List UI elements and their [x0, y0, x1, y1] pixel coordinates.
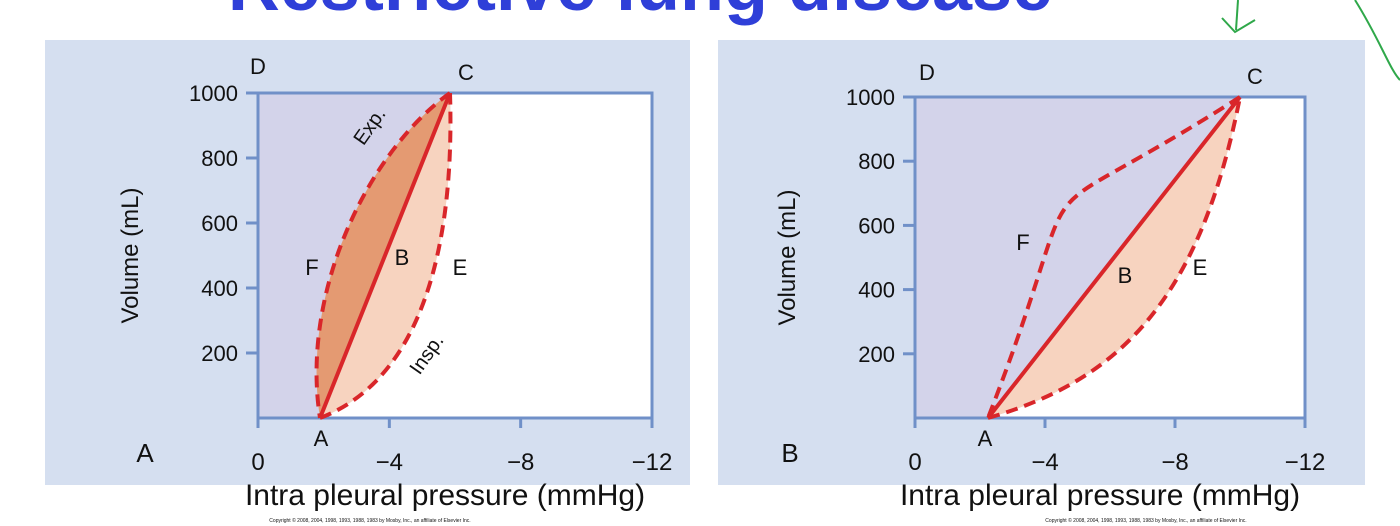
y-tick-label: 600 — [201, 211, 238, 236]
point-label: F — [1016, 230, 1029, 255]
expiration-curve — [314, 91, 452, 419]
point-label: C — [1247, 64, 1263, 89]
y-tick-label: 600 — [858, 213, 895, 238]
handwriting — [1221, 17, 1256, 34]
y-tick-label: 400 — [201, 276, 238, 301]
x-tick-label: −8 — [507, 449, 534, 476]
plot-frame — [913, 95, 1307, 420]
expiration-curve — [986, 95, 1242, 419]
x-axis-label: Intra pleural pressure (mmHg) — [245, 479, 645, 512]
point-label: E — [1193, 255, 1208, 280]
handwriting — [1354, 0, 1400, 81]
y-axis-label: Volume (mL) — [117, 187, 144, 323]
y-axis-label: Volume (mL) — [774, 189, 801, 325]
handwriting — [1235, 0, 1239, 31]
point-label: E — [453, 255, 468, 280]
y-tick-label: 200 — [201, 341, 238, 366]
copyright: Copyright © 2008, 2004, 1998, 1993, 1988… — [269, 517, 470, 524]
y-tick-label: 200 — [858, 342, 895, 367]
panel-letter: A — [136, 438, 154, 468]
compliance-line — [986, 95, 1242, 420]
point-label: D — [919, 60, 935, 85]
y-tick-label: 1000 — [189, 81, 238, 106]
inspiration-curve — [319, 92, 453, 420]
point-label: B — [1118, 263, 1133, 288]
inspiration-curve — [987, 96, 1242, 420]
x-tick-label: −4 — [376, 449, 403, 476]
x-axis-label: Intra pleural pressure (mmHg) — [900, 479, 1300, 512]
point-label: F — [305, 255, 318, 280]
x-tick-label: 0 — [908, 449, 921, 476]
point-label: A — [978, 426, 993, 451]
copyright: Copyright © 2008, 2004, 1998, 1993, 1988… — [1045, 517, 1246, 524]
y-tick-label: 800 — [201, 146, 238, 171]
point-label: A — [314, 426, 329, 451]
x-tick-label: −12 — [1285, 449, 1326, 476]
panel-letter: B — [781, 438, 798, 468]
x-tick-label: −12 — [632, 449, 673, 476]
slide-title: Restrictive lung disease — [228, 0, 1052, 26]
x-tick-label: −4 — [1031, 449, 1058, 476]
y-tick-label: 1000 — [846, 85, 895, 110]
point-label: D — [250, 54, 266, 79]
plot-frame — [256, 91, 654, 420]
compliance-line — [318, 92, 452, 419]
point-label: B — [395, 245, 410, 270]
x-tick-label: −8 — [1161, 449, 1188, 476]
point-label: C — [458, 60, 474, 85]
y-tick-label: 800 — [858, 149, 895, 174]
x-tick-label: 0 — [251, 449, 264, 476]
y-tick-label: 400 — [858, 278, 895, 303]
